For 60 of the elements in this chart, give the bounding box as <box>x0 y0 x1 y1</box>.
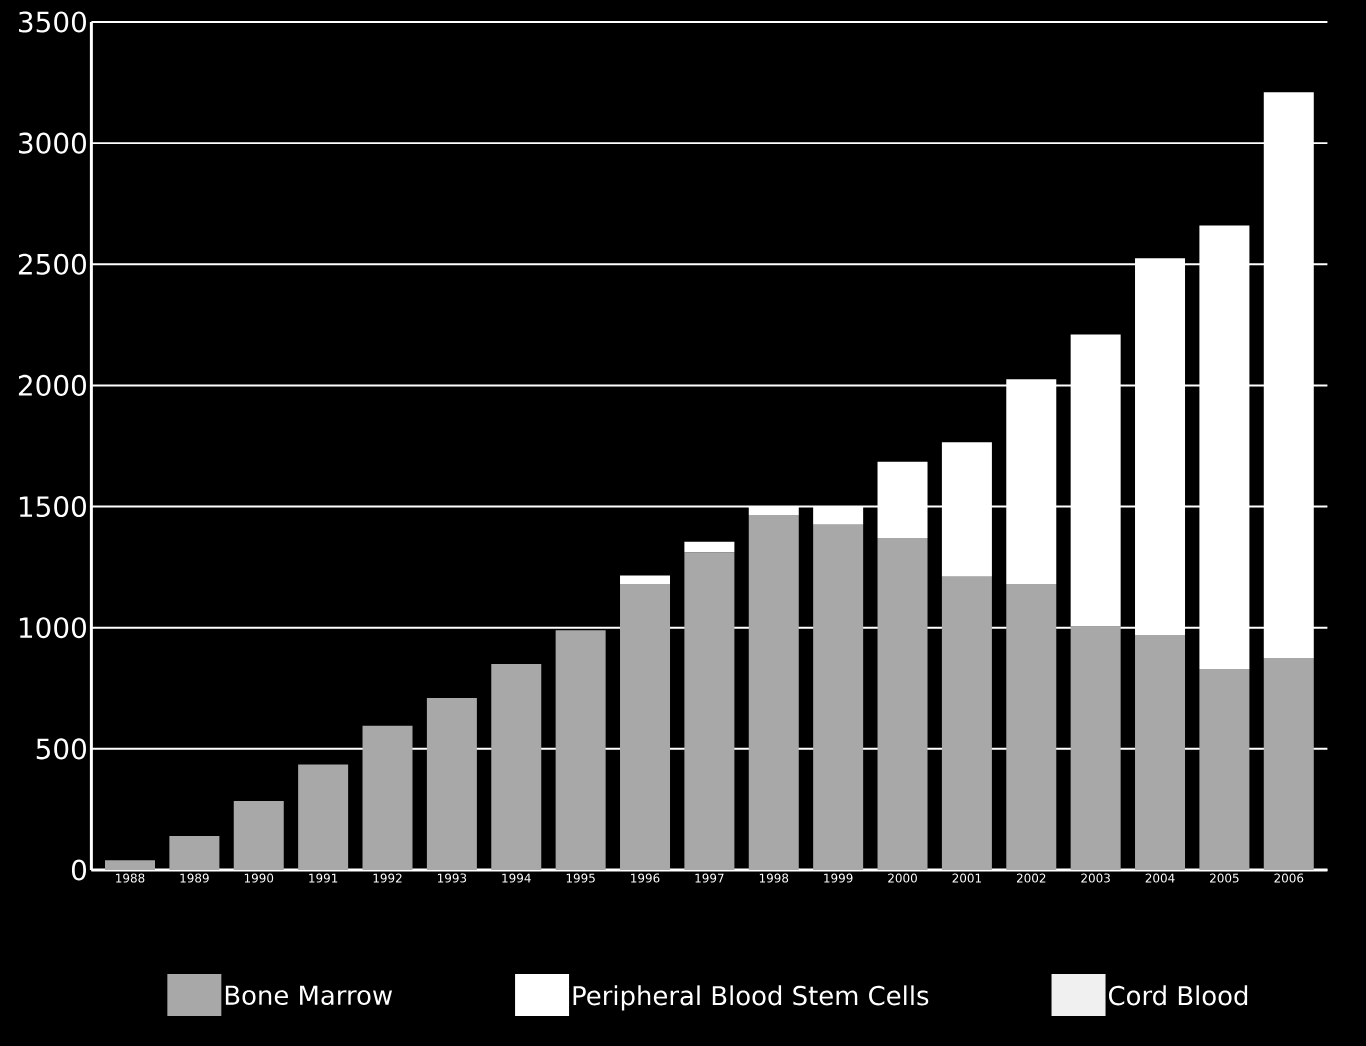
bar <box>1199 668 1250 870</box>
x-tick-label: 1992 <box>373 873 402 883</box>
bar <box>1263 657 1314 870</box>
x-tick-label: 2001 <box>952 873 981 883</box>
x-tick-label: 2003 <box>1081 873 1110 883</box>
x-tick-label: 2005 <box>1210 873 1239 883</box>
x-tick-label: 1990 <box>244 873 274 883</box>
bar <box>941 576 992 870</box>
x-tick-label: 2004 <box>1145 873 1175 883</box>
x-tick-label: 1989 <box>180 873 209 883</box>
bar <box>813 524 864 870</box>
y-tick-label: 0 <box>71 859 86 881</box>
y-tick-label: 3000 <box>18 132 86 154</box>
x-tick-label: 1997 <box>695 873 724 883</box>
y-tick-label: 2000 <box>18 374 86 396</box>
bar <box>748 515 799 870</box>
x-tick-label: 1993 <box>437 873 467 883</box>
y-tick-label: 1000 <box>19 617 86 639</box>
bar <box>1070 626 1121 870</box>
y-tick-label: 500 <box>36 738 86 760</box>
bar <box>620 584 671 870</box>
legend-label: Peripheral Blood Stem Cells <box>573 985 929 1011</box>
bar <box>1006 584 1057 870</box>
bar <box>298 764 349 870</box>
bar <box>169 836 220 870</box>
bar <box>1135 634 1186 870</box>
bar <box>491 664 542 870</box>
legend-label: Cord Blood <box>1108 985 1248 1006</box>
x-tick-label: 2002 <box>1016 873 1046 883</box>
bar <box>1135 258 1186 635</box>
bar <box>1006 379 1057 585</box>
bar <box>813 506 864 525</box>
x-tick-label: 1998 <box>759 873 789 883</box>
bar <box>362 725 413 870</box>
x-tick-label: 1991 <box>309 873 338 883</box>
x-tick-label: 2006 <box>1274 873 1304 883</box>
x-tick-label: 1994 <box>502 873 531 883</box>
x-tick-label: 1995 <box>566 873 595 883</box>
y-tick-label: 3500 <box>18 11 86 33</box>
bar <box>105 860 155 870</box>
bar <box>877 538 928 870</box>
bar <box>1070 334 1121 627</box>
bar <box>1199 225 1250 669</box>
legend-label: Bone Marrow <box>225 985 393 1005</box>
x-tick-label: 1996 <box>631 873 660 883</box>
bar <box>620 575 671 585</box>
bar <box>684 552 735 870</box>
y-tick-label: 2500 <box>18 253 86 275</box>
x-tick-label: 1988 <box>116 873 145 883</box>
bar <box>426 697 477 870</box>
x-tick-label: 2000 <box>888 873 917 883</box>
bar <box>748 506 799 516</box>
bar <box>684 541 735 553</box>
bar <box>941 442 992 577</box>
bar <box>555 630 606 870</box>
bar <box>1263 92 1314 658</box>
bar <box>233 800 284 870</box>
y-tick-label: 1500 <box>19 496 86 518</box>
bar <box>877 461 928 539</box>
x-tick-label: 1999 <box>824 873 853 883</box>
